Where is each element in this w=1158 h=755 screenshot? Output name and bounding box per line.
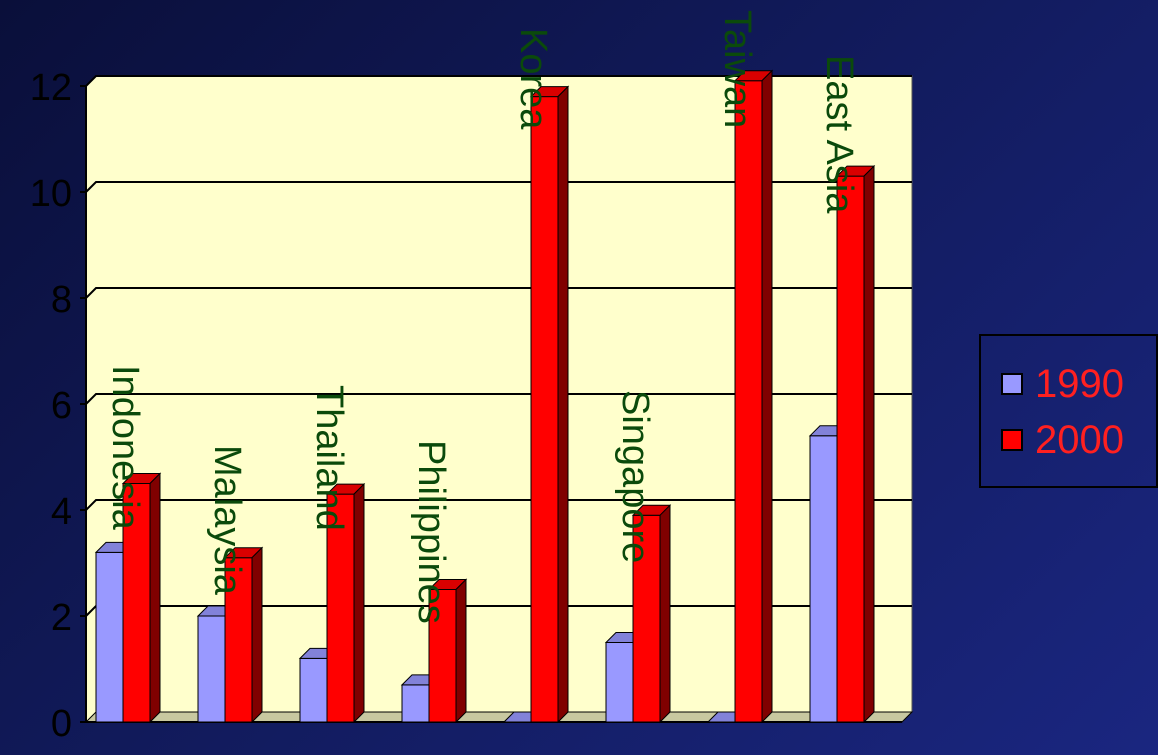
bar-side	[557, 85, 569, 724]
y-tick-label: 2	[51, 597, 72, 639]
bar-2000-indonesia	[121, 472, 162, 724]
gridline	[85, 181, 912, 193]
bar-front	[122, 483, 151, 723]
category-label-singapore: Singapore	[614, 390, 656, 563]
legend-item-2000: 2000	[1001, 420, 1124, 460]
bar-front	[530, 96, 559, 723]
bar-front	[95, 551, 124, 723]
bar-front	[299, 657, 328, 723]
bar-front	[734, 80, 763, 723]
y-tick-label: 0	[51, 703, 72, 745]
legend-label-1990: 1990	[1035, 362, 1124, 406]
y-tick-label: 10	[30, 173, 72, 215]
bar-2000-korea	[529, 85, 570, 724]
y-tick-label: 12	[30, 67, 72, 109]
y-tick-label: 4	[51, 491, 72, 533]
legend-item-1990: 1990	[1001, 364, 1124, 404]
bar-side	[659, 504, 671, 724]
legend-swatch-2000	[1001, 429, 1023, 451]
legend-label-2000: 2000	[1035, 418, 1124, 462]
category-label-korea: Korea	[512, 28, 554, 130]
legend-swatch-1990	[1001, 373, 1023, 395]
bar-front	[605, 642, 634, 723]
legend: 1990 2000	[979, 334, 1158, 488]
y-tick-label: 8	[51, 279, 72, 321]
bar-2000-east-asia	[835, 164, 876, 724]
bar-side	[353, 482, 365, 724]
bar-side	[149, 472, 161, 724]
category-label-east-asia: East Asia	[818, 55, 860, 214]
bar-2000-malaysia	[223, 546, 264, 724]
bar-front	[224, 557, 253, 723]
category-label-taiwan: Taiwan	[716, 10, 758, 128]
bar-side	[761, 69, 773, 724]
bar-side	[863, 164, 875, 724]
bar-front	[809, 435, 838, 723]
category-label-indonesia: Indonesia	[104, 365, 146, 531]
bar-front	[401, 684, 430, 723]
bar-front	[197, 615, 226, 723]
bar-front	[428, 589, 457, 723]
category-label-philippines: Philippines	[410, 440, 452, 624]
y-tick-label: 6	[51, 385, 72, 427]
bar-front	[836, 175, 865, 723]
gridline	[85, 393, 912, 405]
bar-front	[326, 493, 355, 723]
bar-side	[251, 546, 263, 724]
bar-2000-singapore	[631, 504, 672, 724]
gridline	[85, 287, 912, 299]
bar-2000-taiwan	[733, 69, 774, 724]
gridline	[85, 75, 912, 87]
gridline	[85, 499, 912, 511]
bar-side	[455, 578, 467, 724]
category-label-malaysia: Malaysia	[206, 445, 248, 596]
bar-2000-thailand	[325, 482, 366, 724]
category-label-thailand: Thailand	[308, 385, 350, 531]
bar-2000-philippines	[427, 578, 468, 724]
